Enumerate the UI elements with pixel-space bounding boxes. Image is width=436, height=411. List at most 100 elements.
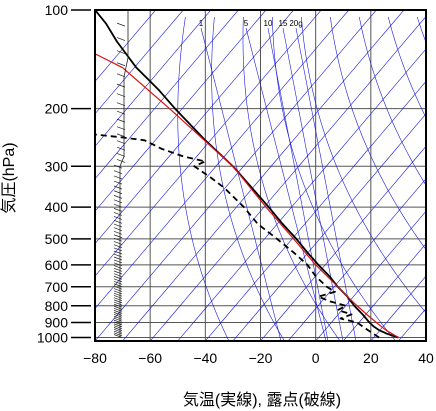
isotherm-line xyxy=(177,48,426,341)
dry-adiabat-line xyxy=(211,16,285,341)
y-tick-label: 400 xyxy=(45,199,69,215)
wind-barb xyxy=(116,22,126,27)
wind-barb xyxy=(113,310,123,314)
wind-barb xyxy=(113,230,123,235)
dry-adiabat-line xyxy=(358,16,426,186)
plot-frame xyxy=(94,9,427,342)
wind-barb xyxy=(113,244,123,249)
wind-barb xyxy=(113,223,123,228)
wind-barb xyxy=(116,50,126,55)
temperature-line xyxy=(95,10,399,339)
wind-barb xyxy=(113,297,123,302)
wind-barb xyxy=(113,292,123,297)
wind-barb xyxy=(113,216,123,220)
isotherm-line xyxy=(95,10,239,180)
mixing-ratio-line xyxy=(295,27,357,341)
isotherm-line xyxy=(260,145,426,341)
isotherm-line xyxy=(343,243,426,341)
isotherm-line xyxy=(95,10,156,82)
x-tick-label: 40 xyxy=(418,350,434,366)
isotherm-line xyxy=(95,10,349,310)
wind-barb xyxy=(113,164,123,169)
x-tick-label: −60 xyxy=(138,350,162,366)
wind-barb xyxy=(113,301,123,306)
y-tick-label: 800 xyxy=(45,298,69,314)
mixing-ratio-label: 5 xyxy=(244,19,249,28)
x-axis-title: 気温(実線), 露点(破線) xyxy=(183,391,341,409)
mixing-ratio-label: 1 xyxy=(199,19,204,28)
x-tick-label: −40 xyxy=(193,350,217,366)
wind-barb xyxy=(113,314,123,318)
wind-barb xyxy=(113,262,123,267)
y-tick-label: 600 xyxy=(45,257,69,273)
wind-barb xyxy=(113,303,123,308)
wind-barb xyxy=(113,237,123,242)
mixing-ratio-line xyxy=(267,27,329,341)
dewpoint-line xyxy=(95,133,380,339)
y-tick-label: 700 xyxy=(45,279,69,295)
isotherm-line xyxy=(370,275,426,341)
wind-barb xyxy=(113,273,123,277)
wind-barb xyxy=(113,203,123,208)
isotherm-line xyxy=(287,178,426,341)
wind-barb xyxy=(113,227,123,232)
wind-barb xyxy=(113,199,123,204)
isotherm-line xyxy=(95,10,267,212)
wind-barb xyxy=(116,159,126,163)
wind-barb xyxy=(113,234,123,239)
wind-barb xyxy=(113,327,123,331)
wind-barb xyxy=(113,256,123,261)
y-tick-label: 100 xyxy=(45,2,69,18)
y-tick-label: 1000 xyxy=(37,329,68,345)
isotherm-line xyxy=(205,80,426,341)
wind-barb xyxy=(113,185,123,190)
wind-barb xyxy=(113,180,123,185)
y-axis-title: 気圧(hPa) xyxy=(0,142,18,213)
isotherm-line xyxy=(398,308,426,341)
mixing-ratio-labels: 1 5 10 15 20g xyxy=(199,19,303,28)
wind-barb xyxy=(113,253,123,258)
sounding-profiles xyxy=(95,10,399,339)
wind-barb xyxy=(113,285,123,290)
wind-barb xyxy=(113,241,123,245)
wind-barb xyxy=(113,259,123,264)
isotherm-line xyxy=(95,10,377,341)
mixing-ratio-label: 10 xyxy=(264,19,273,28)
mixing-ratio-line xyxy=(282,27,344,341)
y-tick-label: 500 xyxy=(45,231,69,247)
wind-barb xyxy=(113,247,123,252)
wind-barbs xyxy=(113,10,129,338)
wind-barb xyxy=(113,278,123,283)
wind-barb xyxy=(113,270,123,275)
wind-barb xyxy=(113,250,123,255)
wind-barb xyxy=(113,280,123,285)
wind-barb xyxy=(113,288,123,292)
wind-barb xyxy=(113,317,123,322)
wind-barb xyxy=(113,305,123,310)
wind-barb xyxy=(113,290,123,295)
y-tick-label: 900 xyxy=(45,315,69,331)
wind-barb xyxy=(113,219,123,224)
wind-barb xyxy=(113,308,123,312)
background-lines xyxy=(95,10,426,341)
x-tick-label: 0 xyxy=(312,350,320,366)
dry-adiabat-line xyxy=(329,16,426,251)
mixing-ratio-label: 15 xyxy=(279,19,288,28)
x-tick-label: 20 xyxy=(363,350,379,366)
x-axis-tick-labels: −80 −60 −40 −20 0 20 40 xyxy=(83,350,434,366)
dry-adiabat-line xyxy=(177,16,230,341)
y-tick-label: 200 xyxy=(45,101,69,117)
wind-barb xyxy=(113,330,123,335)
isotherm-line xyxy=(95,10,184,115)
dry-adiabat-line xyxy=(242,16,341,341)
wind-barb-stem xyxy=(119,10,129,338)
dry-adiabat-line xyxy=(300,16,426,314)
isotherm-line xyxy=(122,10,405,341)
mixing-ratio-line xyxy=(200,27,282,341)
wind-barb xyxy=(113,321,123,326)
x-tick-label: −80 xyxy=(83,350,107,366)
parcel-path-line xyxy=(95,53,399,339)
isotherm-line xyxy=(95,10,212,147)
